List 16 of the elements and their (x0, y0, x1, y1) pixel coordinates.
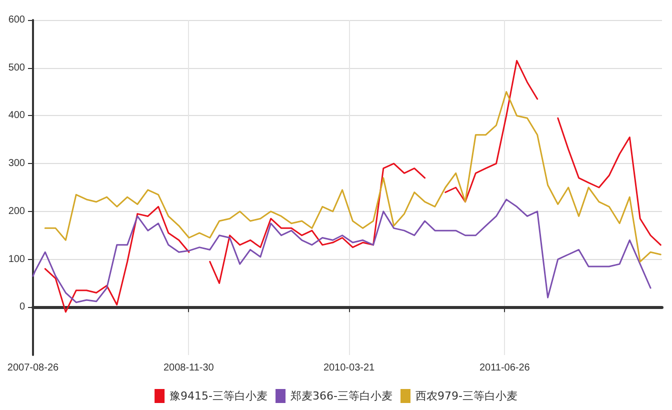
y-tick-label: 0 (19, 302, 26, 313)
line-series (44, 91, 662, 262)
y-tick-label: 200 (8, 206, 26, 217)
x-tick-label: 2008-11-30 (163, 362, 214, 374)
legend-label: 西农979-三等白小麦 (415, 390, 518, 402)
y-tick-label: 400 (8, 110, 26, 122)
y-tick-label: 300 (8, 158, 26, 170)
x-tick-label: 2010-03-21 (323, 362, 376, 374)
legend-label: 豫9415-三等白小麦 (170, 390, 268, 402)
line-series (32, 198, 652, 304)
x-tick-label: 2011-06-26 (479, 362, 530, 374)
y-tick-label: 100 (8, 254, 26, 265)
legend-label: 郑麦366-三等白小麦 (290, 390, 392, 402)
y-tick-label: 600 (8, 14, 26, 26)
y-tick-label: 500 (8, 62, 26, 74)
x-tick-label: 2007-08-26 (7, 362, 60, 374)
